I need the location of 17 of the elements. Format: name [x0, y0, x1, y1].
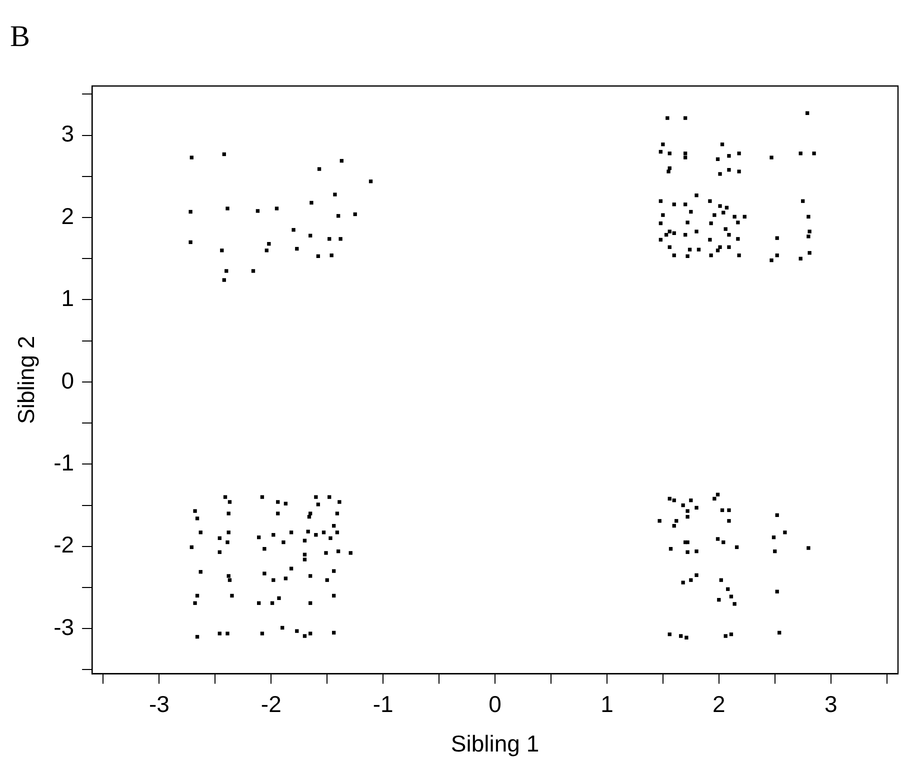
y-tick-label: 0: [61, 367, 74, 394]
x-tick-label: -2: [260, 690, 282, 717]
x-tick-label: -1: [372, 690, 394, 717]
y-axis-title: Sibling 2: [13, 336, 40, 424]
chart-title: B: [10, 20, 30, 53]
x-tick-label: -3: [148, 690, 170, 717]
x-tick-label: 1: [600, 690, 614, 717]
y-tick-label: -2: [54, 532, 74, 558]
x-tick-label: 2: [712, 690, 726, 717]
y-tick-label: 1: [61, 285, 74, 312]
y-tick-label: -3: [54, 614, 74, 640]
y-tick-label: 3: [61, 120, 74, 147]
y-tick-label: -1: [54, 450, 74, 476]
y-tick-label: 2: [61, 202, 74, 229]
x-axis-title: Sibling 1: [450, 730, 540, 757]
x-tick-label: 3: [824, 690, 838, 717]
x-tick-label: 0: [488, 690, 502, 717]
